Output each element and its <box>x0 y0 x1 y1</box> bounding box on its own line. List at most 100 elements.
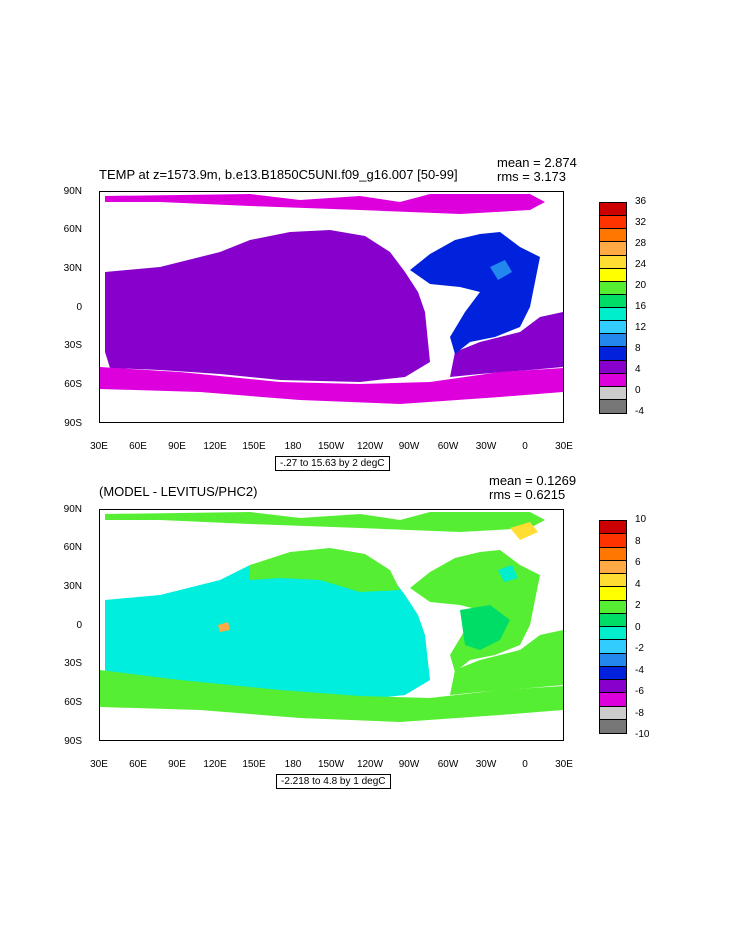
colorbar-label: -10 <box>635 729 650 740</box>
colorbar-swatch <box>600 653 626 667</box>
north-pacific-band <box>250 548 400 592</box>
contour-range-label: -.27 to 15.63 by 2 degC <box>275 456 390 471</box>
mean-value: mean = 2.874 <box>497 155 577 170</box>
colorbar-swatch <box>600 547 626 561</box>
lat-label: 90S <box>64 736 82 747</box>
map-canvas <box>100 194 563 404</box>
lon-label: 90W <box>398 441 420 452</box>
lon-label: 0 <box>522 441 528 452</box>
colorbar-swatch <box>600 693 626 707</box>
lon-label: 90E <box>168 759 186 770</box>
pacific-indian-ocean <box>105 553 430 700</box>
colorbar-swatch <box>600 386 626 400</box>
difference-panel: (MODEL - LEVITUS/PHC2) mean = 0.1269 rms… <box>0 470 733 800</box>
colorbar-label: 32 <box>635 217 647 228</box>
arctic-ocean <box>105 512 545 532</box>
colorbar-label: -4 <box>635 406 644 417</box>
lon-label: 90W <box>398 759 420 770</box>
panel-title: (MODEL - LEVITUS/PHC2) <box>99 484 258 499</box>
colorbar <box>599 520 627 734</box>
lon-label: 30E <box>555 759 573 770</box>
colorbar-swatch <box>600 613 626 627</box>
colorbar-swatch <box>600 347 626 361</box>
lat-label: 0 <box>76 302 82 313</box>
south-atlantic-ocean <box>450 312 563 377</box>
greenland-warm-spot <box>510 522 538 540</box>
colorbar-label: 4 <box>635 364 641 375</box>
lat-label: 30S <box>64 340 82 351</box>
mediterranean-warm-spot <box>490 260 512 280</box>
lon-label: 90E <box>168 441 186 452</box>
colorbar-label: 28 <box>635 238 647 249</box>
lat-label: 90N <box>63 504 82 515</box>
colorbar-swatch <box>600 399 626 413</box>
colorbar-swatch <box>600 242 626 256</box>
lon-label: 150W <box>317 759 345 770</box>
colorbar-label: 0 <box>635 385 641 396</box>
contour-range-label: -2.218 to 4.8 by 1 degC <box>276 774 391 789</box>
rms-value: rms = 3.173 <box>497 169 567 184</box>
colorbar-swatch <box>600 534 626 548</box>
colorbar-swatch <box>600 680 626 694</box>
colorbar-swatch <box>600 600 626 614</box>
colorbar-swatch <box>600 321 626 335</box>
north-atlantic-ocean <box>410 232 540 354</box>
colorbar <box>599 202 627 414</box>
colorbar-label: 4 <box>635 579 641 590</box>
colorbar-label: 8 <box>635 343 641 354</box>
colorbar-swatch <box>600 706 626 720</box>
lon-label: 0 <box>522 759 528 770</box>
colorbar-swatch <box>600 574 626 588</box>
model-difference-map <box>99 509 564 741</box>
colorbar-swatch <box>600 560 626 574</box>
colorbar-label: 0 <box>635 622 641 633</box>
lon-label: 30E <box>90 441 108 452</box>
lat-label: 60N <box>63 542 82 553</box>
colorbar-swatch <box>600 216 626 230</box>
lat-label: 30N <box>63 581 82 592</box>
lon-label: 60W <box>437 441 459 452</box>
colorbar-swatch <box>600 640 626 654</box>
ocean-temperature-map <box>99 191 564 423</box>
mean-value: mean = 0.1269 <box>489 473 577 488</box>
southern-ocean <box>100 670 563 722</box>
colorbar-swatch <box>600 294 626 308</box>
lon-label: 180 <box>284 441 302 452</box>
colorbar-swatch <box>600 373 626 387</box>
colorbar-swatch <box>600 719 626 733</box>
lon-label: 120W <box>356 441 384 452</box>
colorbar-label: 12 <box>635 322 647 333</box>
colorbar-label: -2 <box>635 643 644 654</box>
colorbar-label: 36 <box>635 196 647 207</box>
lat-label: 30S <box>64 658 82 669</box>
colorbar-swatch <box>600 229 626 243</box>
lon-label: 30E <box>90 759 108 770</box>
lon-label: 60W <box>437 759 459 770</box>
colorbar-swatch <box>600 627 626 641</box>
arctic-ocean <box>105 194 545 214</box>
atlantic-interior <box>460 605 510 650</box>
mediterranean-warm-spot <box>498 565 518 582</box>
colorbar-swatch <box>600 268 626 282</box>
lon-label: 60E <box>129 441 147 452</box>
western-australia-warm-spot <box>218 622 230 632</box>
lon-label: 150W <box>317 441 345 452</box>
lat-label: 90S <box>64 418 82 429</box>
colorbar-swatch <box>600 521 626 535</box>
temperature-panel: TEMP at z=1573.9m, b.e13.B1850C5UNI.f09_… <box>0 150 733 471</box>
map-canvas <box>100 512 563 722</box>
colorbar-label: 2 <box>635 600 641 611</box>
colorbar-label: 6 <box>635 557 641 568</box>
colorbar-label: 16 <box>635 301 647 312</box>
lon-label: 30W <box>475 759 497 770</box>
colorbar-label: -6 <box>635 686 644 697</box>
pacific-indian-ocean <box>105 230 430 382</box>
lat-label: 90N <box>63 186 82 197</box>
lon-label: 30E <box>555 441 573 452</box>
colorbar-swatch <box>600 255 626 269</box>
lon-label: 60E <box>129 759 147 770</box>
lon-label: 150E <box>242 759 266 770</box>
colorbar-swatch <box>600 203 626 217</box>
lon-label: 120W <box>356 759 384 770</box>
colorbar-label: -8 <box>635 708 644 719</box>
